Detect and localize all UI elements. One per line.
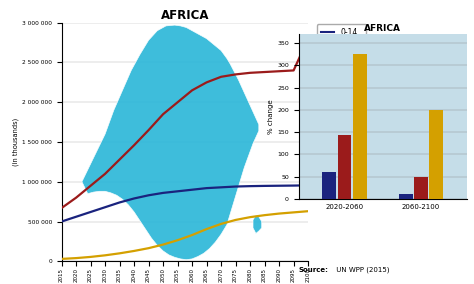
Y-axis label: (in thousands): (in thousands) [13,118,19,166]
Y-axis label: % change: % change [268,99,274,134]
Title: AFRICA: AFRICA [364,24,401,33]
Bar [337,135,351,199]
Bar [399,194,412,199]
Polygon shape [253,215,262,233]
Text: Source:: Source: [299,267,328,273]
Bar [429,110,443,199]
Bar [353,54,367,199]
Title: AFRICA: AFRICA [161,9,209,22]
Bar [322,172,336,199]
Polygon shape [82,25,259,260]
Text: UN WPP (2015): UN WPP (2015) [334,266,390,273]
Bar [414,177,428,199]
Legend: 0-14, 15-64, 65+: 0-14, 15-64, 65+ [317,24,366,65]
